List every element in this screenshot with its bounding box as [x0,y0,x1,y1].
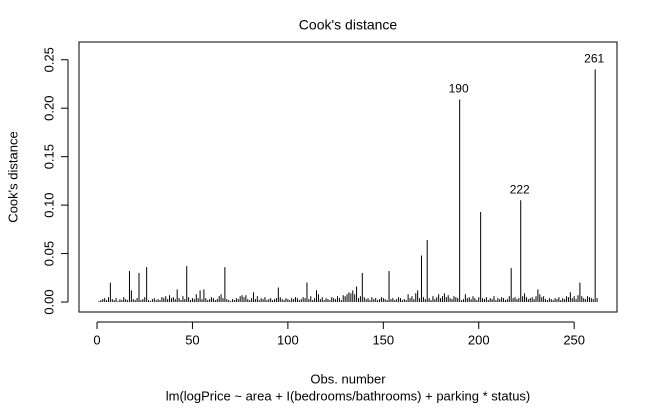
x-tick-label: 150 [372,332,394,347]
x-tick-label: 0 [93,332,100,347]
chart-title: Cook's distance [299,17,398,33]
y-tick-label: 0.20 [41,96,56,121]
point-label: 261 [584,52,604,66]
subtitle: lm(logPrice ~ area + I(bedrooms/bathroom… [166,388,531,403]
point-label: 190 [449,82,469,96]
y-axis-label: Cook's distance [5,131,20,222]
x-tick-label: 200 [468,332,490,347]
y-tick-label: 0.15 [41,144,56,169]
point-label: 222 [510,182,530,196]
x-axis-label: Obs. number [310,371,386,386]
x-tick-label: 250 [563,332,585,347]
x-tick-label: 100 [277,332,299,347]
y-tick-label: 0.05 [41,241,56,266]
y-tick-label: 0.25 [41,47,56,72]
y-tick-label: 0.00 [41,289,56,314]
y-tick-label: 0.10 [41,192,56,217]
x-tick-label: 50 [185,332,199,347]
plot-frame [78,41,618,313]
